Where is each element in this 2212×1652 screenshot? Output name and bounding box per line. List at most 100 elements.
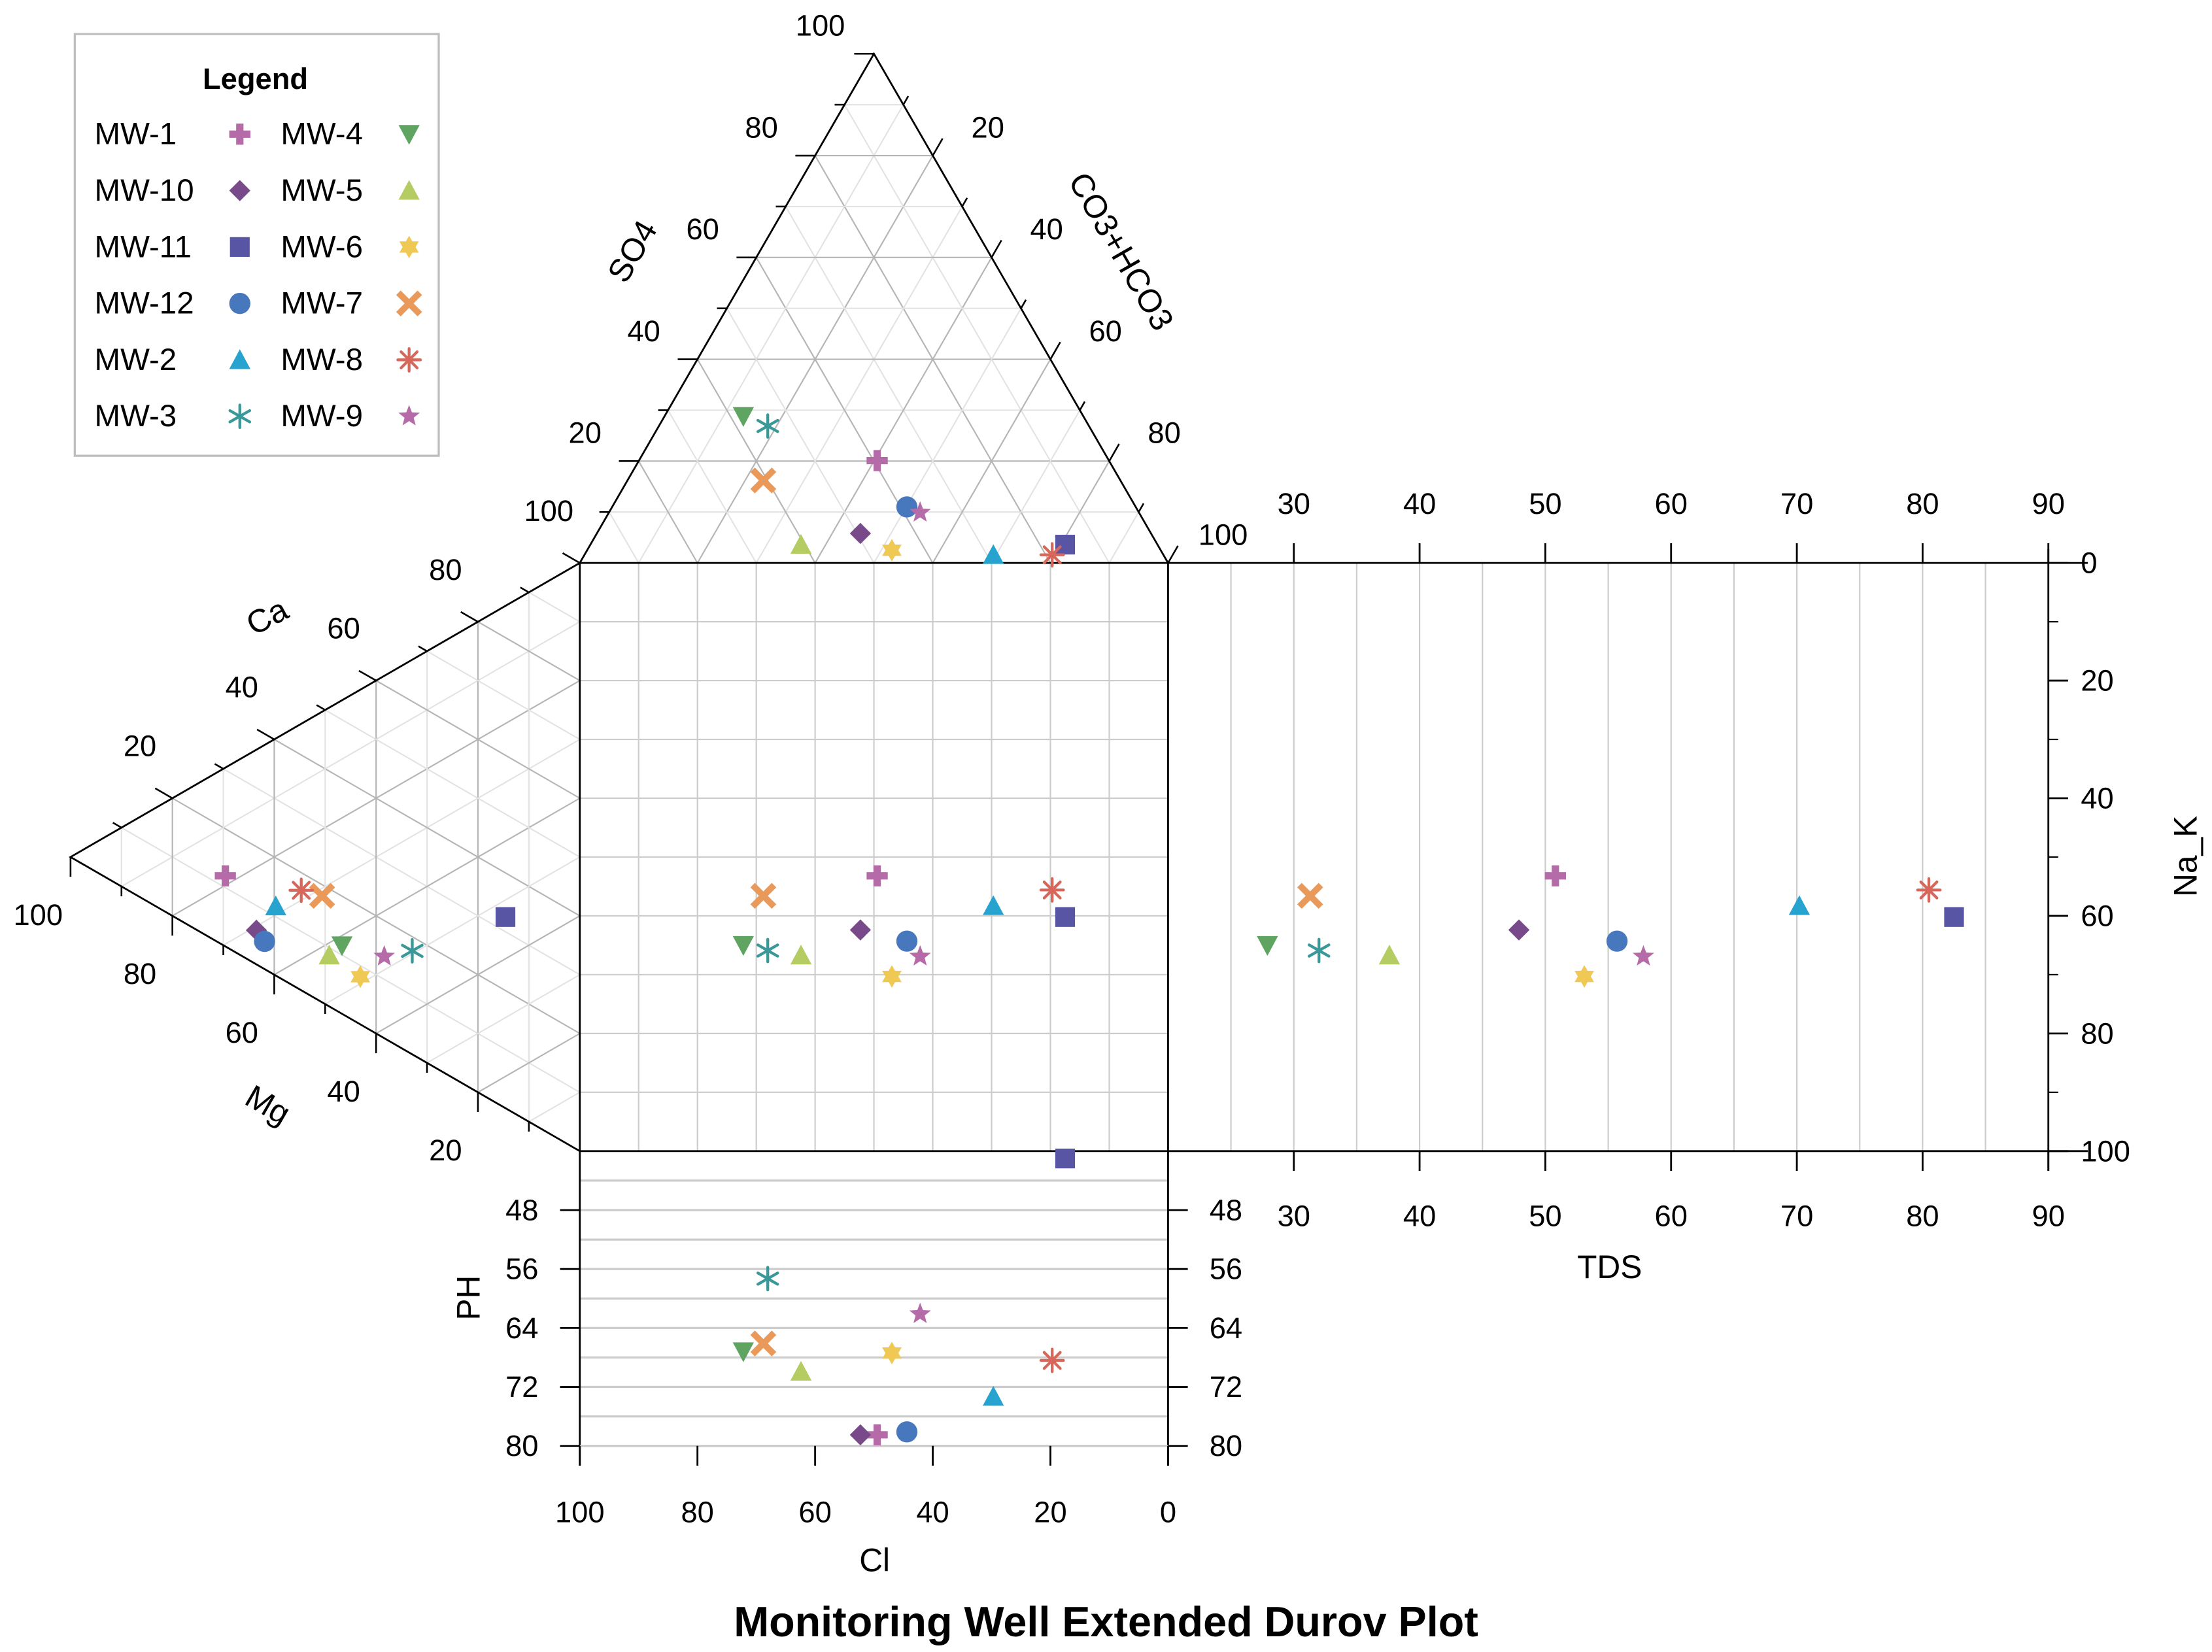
axes-layer [69, 52, 2088, 1466]
point-mw-9-anion-triangle [909, 501, 931, 522]
hco3-tick [1108, 443, 1120, 462]
plus-shape [866, 450, 888, 471]
triangle-down-shape [732, 407, 755, 427]
ca-tick-label: 40 [226, 671, 258, 704]
legend-item-label: MW-7 [281, 286, 363, 321]
point-mw-9-ph [909, 1302, 931, 1323]
point-mw-4-square [732, 936, 755, 956]
left-triangle-gridline [528, 1091, 581, 1122]
circle-shape [254, 930, 275, 952]
ph-right-tick-label: 56 [1210, 1253, 1242, 1286]
tds-top-tick-label: 70 [1780, 487, 1813, 520]
legend-item-label: MW-4 [281, 117, 363, 152]
legend-marker-mw-12 [229, 292, 250, 314]
na-k-tick-label: 80 [2081, 1017, 2113, 1050]
so4-axis-title: SO4 [600, 214, 664, 288]
point-mw-8-cation-triangle [288, 877, 315, 903]
so4-tick-label: 60 [686, 212, 719, 246]
point-mw-6-anion-triangle [882, 539, 902, 562]
point-mw-5-anion-triangle [790, 533, 812, 554]
triangle-shape [983, 1386, 1004, 1406]
point-mw-4-anion-triangle [732, 407, 755, 427]
star6-shape [882, 965, 902, 988]
hco3-tick [1079, 401, 1086, 411]
triangle-shape [983, 895, 1004, 915]
circle-shape [896, 1421, 918, 1443]
legend-marker-mw-8 [396, 347, 422, 373]
top-triangle-gridline [726, 308, 875, 564]
cl-tick-label: 80 [681, 1496, 713, 1529]
tds-top-tick-label: 80 [1906, 487, 1939, 520]
so4-tick-label: 100 [524, 494, 573, 528]
cl-tick-label: 40 [916, 1496, 949, 1529]
point-mw-11-tds [1944, 907, 1964, 927]
top-triangle-gridline [991, 409, 1081, 564]
point-mw-4-cation-triangle [331, 936, 353, 956]
star6-shape [882, 539, 902, 562]
legend-marker-mw-5 [398, 180, 420, 200]
ca-tick [460, 611, 479, 623]
na-k-tick-label: 20 [2081, 664, 2113, 698]
ca-tick [316, 704, 326, 711]
point-mw-6-tds [1574, 965, 1594, 988]
point-mw-7-cation-triangle [309, 883, 335, 909]
triangle-shape [1378, 945, 1401, 965]
hco3-tick-label: 40 [1030, 212, 1063, 246]
mg-tick-label: 20 [429, 1134, 462, 1167]
tds-top-tick-label: 30 [1278, 487, 1310, 520]
circle-shape [896, 496, 918, 518]
point-mw-11-ph [1055, 1148, 1076, 1169]
left-triangle-gridline [477, 1032, 581, 1093]
asterisk-shape [1039, 1347, 1065, 1374]
x-shape [750, 1330, 777, 1357]
left-triangle-gridline [121, 827, 581, 1093]
point-mw-8-ph [1039, 1347, 1065, 1374]
hco3-tick-label: 20 [972, 110, 1004, 144]
hco3-tick-label: 80 [1148, 416, 1180, 450]
plus-shape [214, 865, 236, 886]
plus-shape [866, 1424, 888, 1446]
mg-tick-label: 100 [13, 898, 63, 932]
point-mw-5-tds [1378, 945, 1401, 965]
point-mw-3-tds [1307, 937, 1331, 964]
ph-axis-title: PH [451, 1275, 487, 1321]
left-triangle-gridline [477, 621, 581, 681]
point-mw-9-square [909, 945, 931, 966]
point-mw-3-square [756, 937, 779, 964]
star6-shape [882, 1341, 902, 1364]
diamond-shape [245, 919, 267, 941]
star5-shape [398, 405, 420, 426]
so4-tick-label: 100 [796, 9, 845, 42]
triangle-shape [790, 1360, 812, 1381]
legend-marker-mw-9 [398, 405, 420, 426]
point-mw-3-cation-triangle [401, 938, 424, 964]
point-mw-2-tds [1788, 895, 1811, 915]
point-mw-8-anion-triangle [1039, 542, 1065, 568]
x-shape [750, 883, 777, 909]
ca-tick-label: 80 [429, 553, 462, 586]
top-triangle-gridline [755, 206, 963, 564]
star6-shape [1574, 965, 1594, 988]
star5-shape [909, 501, 931, 522]
chart-title: Monitoring Well Extended Durov Plot [734, 1598, 1478, 1645]
ph-right-tick-label: 80 [1210, 1429, 1242, 1462]
cl-axis-title: Cl [859, 1542, 890, 1579]
top-triangle-gridline [932, 359, 1051, 564]
tds-bottom-tick-label: 50 [1529, 1200, 1561, 1233]
point-mw-2-anion-triangle [983, 544, 1004, 564]
triangle-down-shape [398, 125, 420, 145]
point-mw-5-cation-triangle [318, 945, 340, 965]
point-mw-1-cation-triangle [214, 865, 236, 886]
tds-bottom-tick-label: 60 [1655, 1200, 1688, 1233]
hco3-tick [902, 95, 910, 105]
point-mw-12-cation-triangle [254, 930, 275, 952]
legend-item-label: MW-12 [95, 286, 194, 321]
ca-tick [520, 586, 530, 594]
data-marks-layer [214, 407, 1964, 1446]
star5-shape [1633, 945, 1654, 966]
legend-item-label: MW-10 [95, 173, 194, 208]
point-mw-9-tds [1633, 945, 1654, 966]
point-mw-5-ph [790, 1360, 812, 1381]
point-mw-10-ph [849, 1424, 872, 1446]
point-mw-1-square [866, 865, 888, 886]
